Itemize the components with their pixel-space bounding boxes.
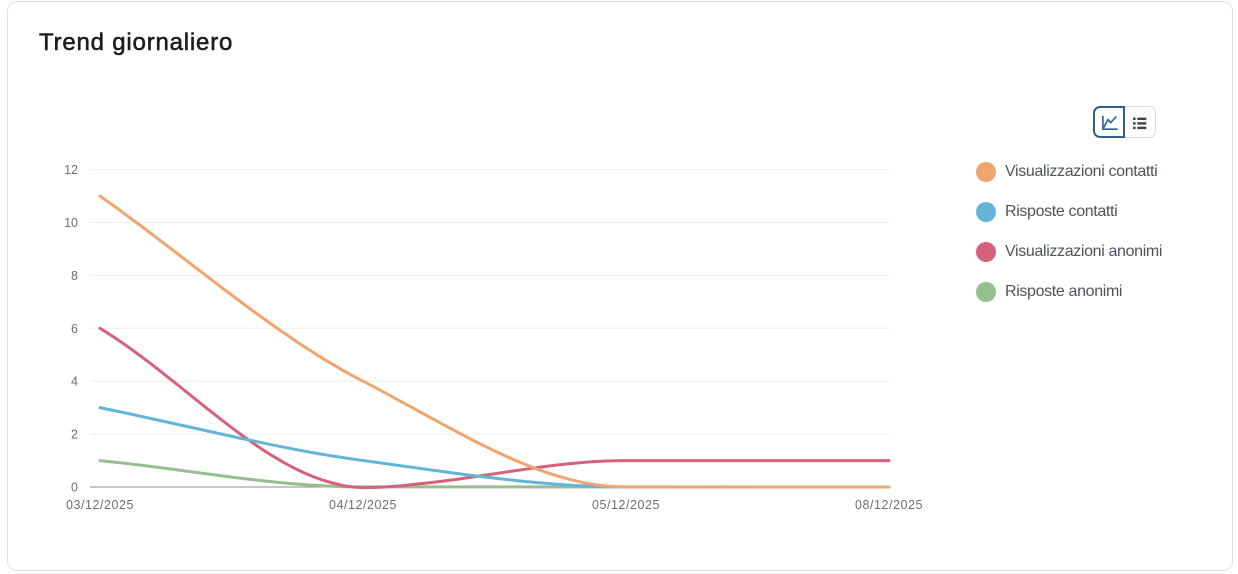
svg-text:8: 8 [71, 269, 78, 283]
svg-text:12: 12 [64, 163, 78, 177]
svg-text:03/12/2025: 03/12/2025 [66, 498, 134, 512]
svg-text:6: 6 [71, 322, 78, 336]
svg-text:04/12/2025: 04/12/2025 [329, 498, 397, 512]
svg-text:10: 10 [64, 216, 78, 230]
svg-text:2: 2 [71, 428, 78, 442]
svg-text:05/12/2025: 05/12/2025 [592, 498, 660, 512]
svg-text:0: 0 [71, 481, 78, 495]
svg-text:08/12/2025: 08/12/2025 [855, 498, 923, 512]
svg-text:4: 4 [71, 375, 78, 389]
